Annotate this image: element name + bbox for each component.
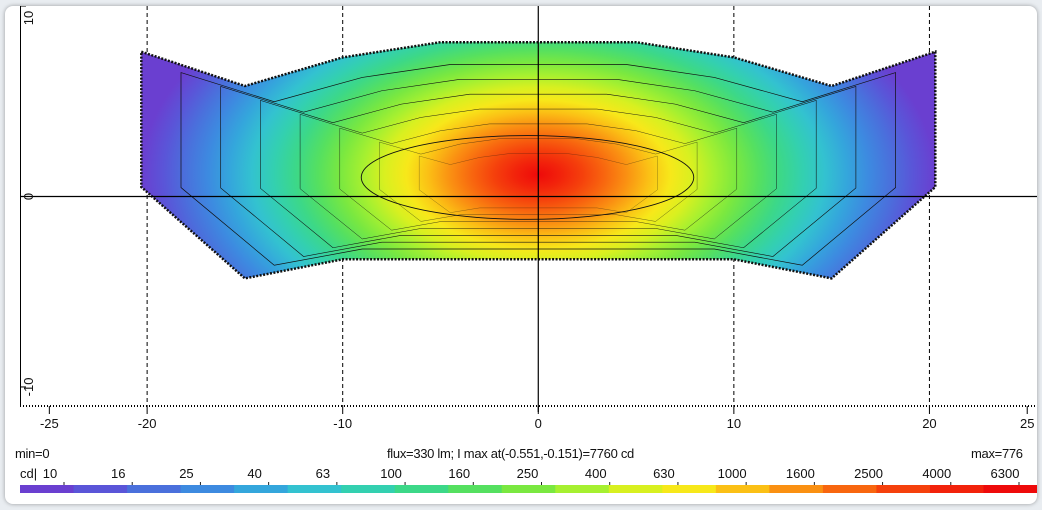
- color-scale-bar: [20, 485, 1037, 493]
- scale-tick-label: 400: [585, 466, 607, 481]
- contour-line: [299, 108, 777, 240]
- color-swatch: [983, 485, 1037, 493]
- intensity-plot: -25 -20 -10 0 10 20 25 10 0 -10: [20, 6, 1037, 431]
- min-value-label: min=0: [15, 446, 50, 461]
- scale-unit-label: cd|: [20, 466, 37, 481]
- scale-tick-label: 40: [247, 466, 261, 481]
- color-swatch: [341, 485, 396, 493]
- color-swatch: [287, 485, 342, 493]
- scale-tick-label: 25: [179, 466, 193, 481]
- contour-line: [339, 123, 737, 231]
- color-swatch: [555, 485, 610, 493]
- scale-tick-label: 10: [43, 466, 57, 481]
- contour-line: [260, 93, 817, 249]
- ticks-layer: -25 -20 -10 0 10 20 25 10 0 -10: [20, 6, 1034, 431]
- color-swatch: [394, 485, 449, 493]
- x-tick-label: 0: [535, 416, 542, 431]
- color-swatch: [501, 485, 556, 493]
- color-swatch: [929, 485, 985, 493]
- color-swatch: [73, 485, 128, 493]
- y-tick-label: -10: [21, 378, 36, 397]
- chart-panel: -25 -20 -10 0 10 20 25 10 0 -10 min=0 flux=330 lm…: [5, 6, 1037, 504]
- color-scale-labels: cd| 10 16 25 40 63 100 160 250 400 630 1000 1600 2500…: [20, 466, 1020, 493]
- contour-line: [220, 79, 857, 257]
- y-tick-label: 0: [21, 193, 36, 200]
- color-scale: cd| 10 16 25 40 63 100 160 250 400 630 1000 1600 2500…: [20, 466, 1037, 493]
- x-tick-label: -20: [138, 416, 157, 431]
- scale-tick-label: 630: [653, 466, 675, 481]
- y-tick-label: 10: [21, 11, 36, 25]
- flux-info-label: flux=330 lm; I max at(-0.551,-0.151)=776…: [387, 446, 634, 461]
- x-tick-label: 10: [727, 416, 741, 431]
- scale-tick-label: 4000: [922, 466, 951, 481]
- axes-layer: [20, 6, 1037, 412]
- x-tick-label: -10: [333, 416, 352, 431]
- color-swatch: [662, 485, 717, 493]
- scale-tick-label: 2500: [854, 466, 883, 481]
- scale-tick-label: 250: [517, 466, 539, 481]
- color-swatch: [234, 485, 289, 493]
- scale-tick-label: 160: [448, 466, 470, 481]
- color-swatch: [20, 485, 75, 493]
- contour-line: [180, 64, 896, 266]
- x-tick-label: 20: [922, 416, 936, 431]
- color-swatch: [822, 485, 878, 493]
- scale-tick-label: 6300: [991, 466, 1020, 481]
- color-swatch: [448, 485, 503, 493]
- x-tick-label: 25: [1020, 416, 1034, 431]
- color-swatch: [876, 485, 931, 493]
- max-value-label: max=776: [971, 446, 1023, 461]
- peak-contour: [360, 135, 695, 220]
- scale-tick-label: 1600: [786, 466, 815, 481]
- color-swatch: [715, 485, 770, 493]
- contour-line: [419, 153, 658, 213]
- scale-tick-label: 100: [380, 466, 402, 481]
- contour-line: [379, 138, 698, 222]
- scale-tick-label: 1000: [718, 466, 747, 481]
- color-swatch: [180, 485, 235, 493]
- color-swatch: [127, 485, 182, 493]
- color-swatch: [608, 485, 663, 493]
- scale-tick-label: 16: [111, 466, 125, 481]
- x-tick-label: -25: [40, 416, 59, 431]
- scale-tick-label: 63: [316, 466, 330, 481]
- color-swatch: [769, 485, 824, 493]
